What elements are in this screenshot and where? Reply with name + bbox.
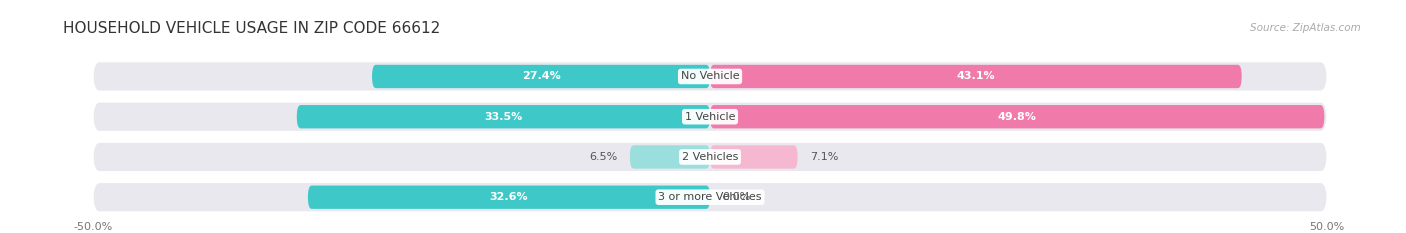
Text: 2 Vehicles: 2 Vehicles [682,152,738,162]
FancyBboxPatch shape [710,65,1241,88]
FancyBboxPatch shape [93,143,1327,171]
FancyBboxPatch shape [93,183,1327,211]
FancyBboxPatch shape [710,105,1324,128]
Text: -50.0%: -50.0% [73,222,112,232]
Text: 32.6%: 32.6% [489,192,529,202]
Text: HOUSEHOLD VEHICLE USAGE IN ZIP CODE 66612: HOUSEHOLD VEHICLE USAGE IN ZIP CODE 6661… [63,21,440,36]
FancyBboxPatch shape [93,62,1327,91]
Text: 7.1%: 7.1% [810,152,838,162]
Text: No Vehicle: No Vehicle [681,72,740,82]
Text: 33.5%: 33.5% [484,112,523,122]
FancyBboxPatch shape [630,145,710,169]
FancyBboxPatch shape [297,105,710,128]
FancyBboxPatch shape [710,145,797,169]
Text: 49.8%: 49.8% [998,112,1036,122]
Text: 0.0%: 0.0% [723,192,751,202]
Text: Source: ZipAtlas.com: Source: ZipAtlas.com [1250,24,1361,34]
Text: 50.0%: 50.0% [1309,222,1344,232]
FancyBboxPatch shape [93,103,1327,131]
Text: 6.5%: 6.5% [589,152,617,162]
FancyBboxPatch shape [308,185,710,209]
Text: 27.4%: 27.4% [522,72,561,82]
Text: 3 or more Vehicles: 3 or more Vehicles [658,192,762,202]
FancyBboxPatch shape [373,65,710,88]
Text: 43.1%: 43.1% [956,72,995,82]
Text: 1 Vehicle: 1 Vehicle [685,112,735,122]
